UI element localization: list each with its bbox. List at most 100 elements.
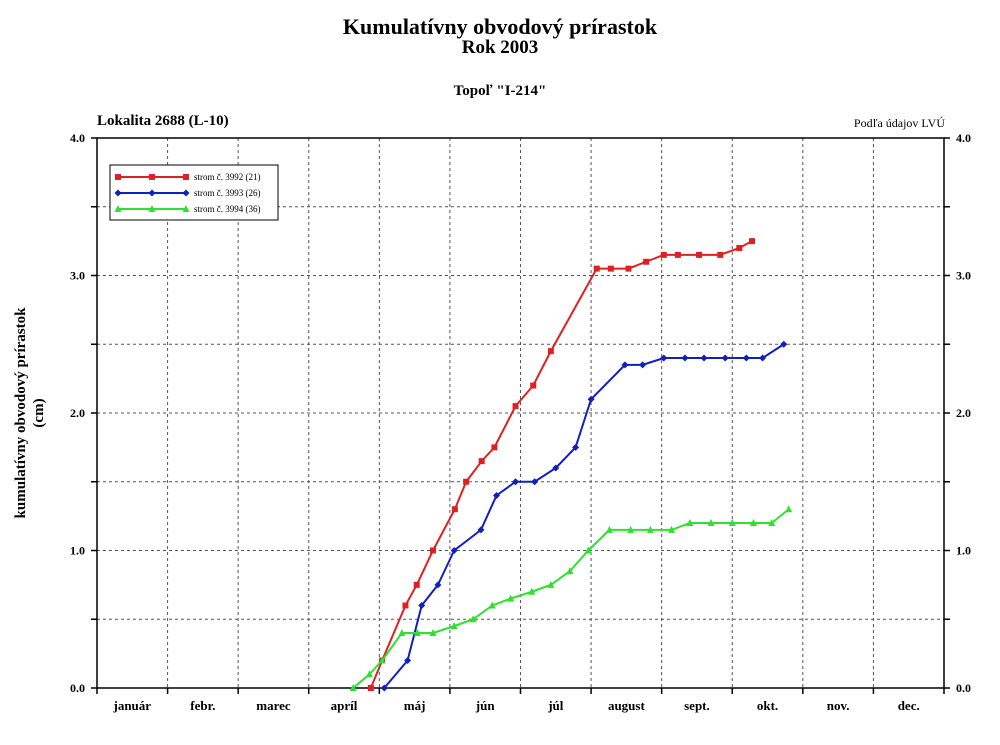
legend-marker [183, 174, 189, 180]
y-tick-label-left: 1.0 [70, 544, 85, 558]
data-point-series-2 [493, 492, 501, 499]
data-point-series-3 [547, 580, 555, 588]
data-point-series-3 [668, 525, 676, 533]
legend-marker [182, 205, 190, 212]
data-point-series-3 [728, 519, 736, 526]
data-point-series-1 [429, 547, 436, 554]
legend-entry: strom č. 3993 (26) [194, 188, 261, 198]
data-point-series-3 [646, 525, 654, 533]
data-point-series-2 [450, 547, 458, 554]
data-point-series-3 [398, 629, 406, 636]
y-tick-label-right: 3.0 [956, 269, 971, 283]
legend-entry: strom č. 3992 (21) [194, 172, 261, 182]
data-point-series-3 [686, 519, 694, 526]
data-point-series-2 [477, 526, 485, 534]
chart-subtitle: Topoľ "I-214" [453, 83, 547, 99]
data-point-series-3 [785, 505, 793, 513]
chart-title: Kumulatívny obvodový prírastok [342, 14, 658, 39]
source-label: Podľa údajov LVÚ [853, 116, 945, 130]
data-point-series-2 [780, 340, 788, 348]
x-tick-label: júl [547, 698, 564, 713]
x-tick-label: dec. [898, 698, 920, 713]
data-point-series-3 [413, 629, 421, 636]
data-point-series-3 [749, 519, 757, 526]
data-point-series-1 [660, 251, 667, 258]
data-point-series-3 [507, 594, 515, 602]
data-point-series-3 [627, 525, 635, 533]
data-point-series-2 [572, 443, 580, 451]
series-line-1 [369, 240, 753, 689]
data-point-series-1 [547, 348, 554, 355]
data-point-series-2 [721, 354, 729, 362]
x-tick-label: máj [404, 698, 426, 713]
location-label: Lokalita 2688 (L-10) [97, 113, 229, 129]
legend-marker [149, 174, 155, 180]
data-point-series-2 [552, 464, 560, 472]
legend-marker [115, 174, 121, 180]
y-tick-label-left: 0.0 [70, 681, 85, 695]
legend-marker [148, 205, 156, 212]
data-point-series-3 [768, 519, 776, 526]
data-point-series-3 [349, 684, 357, 691]
data-point-series-2 [512, 478, 520, 486]
series-line-2 [383, 343, 785, 689]
x-tick-label: jún [475, 698, 496, 713]
y-tick-label-right: 2.0 [956, 406, 971, 420]
legend-marker [182, 189, 190, 197]
data-point-series-1 [749, 238, 756, 245]
y-tick-label-right: 0.0 [956, 681, 971, 695]
x-tick-label: marec [256, 698, 291, 713]
series-line-3 [352, 508, 790, 689]
data-point-series-3 [707, 519, 715, 526]
data-point-series-2 [434, 581, 442, 589]
x-tick-label: sept. [684, 698, 710, 713]
data-point-series-3 [429, 629, 437, 636]
data-point-series-3 [528, 587, 536, 595]
legend-box [109, 164, 279, 221]
y-tick-label-left: 4.0 [70, 131, 85, 145]
data-point-series-3 [605, 525, 613, 533]
data-point-series-1 [530, 382, 537, 389]
data-point-series-3 [450, 622, 458, 630]
chart-year: Rok 2003 [461, 37, 539, 58]
data-point-series-1 [736, 245, 743, 251]
legend-marker [148, 189, 156, 197]
data-point-series-1 [402, 602, 409, 609]
data-point-series-3 [378, 656, 386, 664]
y-tick-label-right: 4.0 [956, 131, 971, 145]
y-tick-label-left: 3.0 [70, 269, 85, 283]
legend-marker [114, 205, 122, 212]
data-point-series-1 [674, 251, 681, 258]
y-tick-label-right: 1.0 [956, 544, 971, 558]
legend-marker [114, 189, 122, 197]
data-point-series-1 [478, 458, 485, 465]
data-point-series-2 [404, 657, 412, 664]
data-point-series-3 [584, 546, 592, 554]
data-point-series-1 [491, 444, 498, 451]
data-point-series-2 [700, 354, 708, 362]
data-point-series-1 [696, 251, 703, 258]
data-point-series-3 [566, 567, 574, 575]
x-tick-label: okt. [757, 698, 778, 713]
data-point-series-1 [593, 265, 600, 272]
data-point-series-2 [639, 361, 647, 369]
data-point-series-2 [742, 354, 750, 362]
x-tick-label: august [608, 698, 646, 713]
x-tick-label: febr. [190, 698, 215, 713]
data-point-series-2 [759, 354, 767, 362]
data-point-series-2 [681, 354, 689, 362]
y-axis-label: kumulatívny obvodový prírastok [13, 307, 29, 519]
legend-entry: strom č. 3994 (36) [194, 204, 261, 214]
data-point-series-1 [643, 258, 650, 265]
y-axis-label-unit: (cm) [31, 398, 47, 427]
data-point-series-1 [463, 478, 470, 485]
data-point-series-2 [418, 602, 426, 609]
data-point-series-3 [365, 670, 373, 678]
data-point-series-2 [531, 478, 539, 486]
data-point-series-1 [451, 506, 458, 513]
data-point-series-2 [380, 684, 388, 692]
data-point-series-1 [512, 403, 519, 410]
data-point-series-1 [625, 265, 632, 272]
data-point-series-1 [607, 265, 614, 272]
